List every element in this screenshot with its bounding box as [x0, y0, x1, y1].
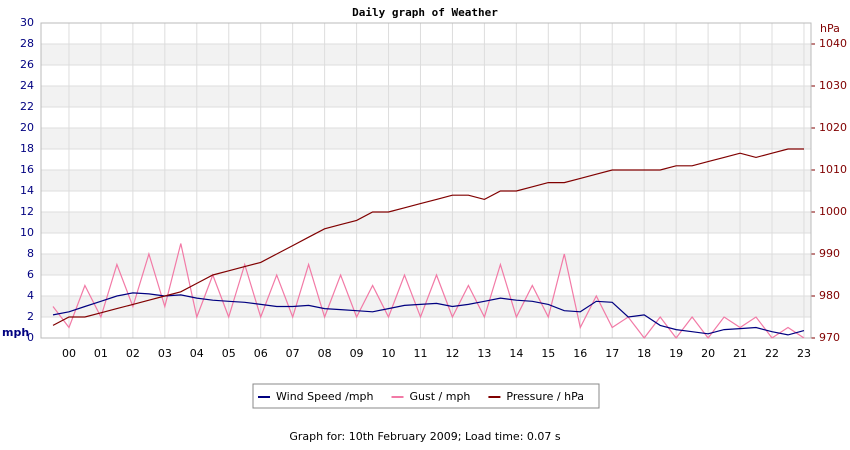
y-tick-label: 2	[27, 310, 34, 323]
grid-band	[41, 212, 811, 233]
x-tick-label: 13	[477, 347, 491, 360]
x-tick-label: 06	[254, 347, 268, 360]
y2-tick-label: 1040	[819, 37, 847, 50]
y-tick-label: 6	[27, 268, 34, 281]
y-tick-label: 12	[20, 205, 34, 218]
grid-band	[41, 128, 811, 149]
x-tick-label: 11	[413, 347, 427, 360]
y-tick-label: 10	[20, 226, 34, 239]
x-tick-label: 09	[350, 347, 364, 360]
plot-frame	[40, 22, 812, 339]
y2-tick-label: 990	[819, 247, 840, 260]
y-tick-label: 20	[20, 121, 34, 134]
grid-band	[41, 86, 811, 107]
x-tick-label: 08	[318, 347, 332, 360]
x-tick-label: 20	[701, 347, 715, 360]
x-tick-label: 02	[126, 347, 140, 360]
x-tick-label: 05	[222, 347, 236, 360]
x-tick-label: 04	[190, 347, 204, 360]
x-tick-label: 01	[94, 347, 108, 360]
x-tick-label: 16	[573, 347, 587, 360]
y-tick-label: 0	[27, 331, 34, 344]
x-tick-label: 00	[62, 347, 76, 360]
y-tick-label: 26	[20, 58, 34, 71]
x-tick-label: 18	[637, 347, 651, 360]
y-tick-label: 24	[20, 79, 34, 92]
y-tick-label: 30	[20, 16, 34, 29]
y2-axis-label: hPa	[820, 22, 840, 35]
x-tick-label: 03	[158, 347, 172, 360]
y2-tick-label: 1030	[819, 79, 847, 92]
x-tick-label: 23	[797, 347, 811, 360]
grid-band	[41, 170, 811, 191]
y-tick-label: 16	[20, 163, 34, 176]
x-tick-label: 21	[733, 347, 747, 360]
y-tick-label: 14	[20, 184, 34, 197]
footer: Graph for: 10th February 2009; Load time…	[289, 430, 561, 443]
grid-band	[41, 44, 811, 65]
y2-tick-label: 1000	[819, 205, 847, 218]
y-tick-label: 4	[27, 289, 34, 302]
x-tick-label: 19	[669, 347, 683, 360]
y-tick-label: 28	[20, 37, 34, 50]
y2-tick-label: 980	[819, 289, 840, 302]
y-tick-label: 8	[27, 247, 34, 260]
y2-tick-label: 1010	[819, 163, 847, 176]
series-line	[52, 243, 805, 339]
x-tick-label: 22	[765, 347, 779, 360]
chart-title: Daily graph of Weather	[352, 6, 498, 19]
x-tick-label: 15	[541, 347, 555, 360]
plot-area	[41, 22, 811, 339]
x-tick-label: 12	[445, 347, 459, 360]
series-line	[52, 148, 804, 326]
series-line	[52, 292, 805, 336]
legend-label: Wind Speed /mph	[276, 390, 374, 403]
y-axis-label: mph	[2, 326, 29, 339]
y2-tick-label: 970	[819, 331, 840, 344]
y-tick-label: 18	[20, 142, 34, 155]
legend-label: Gust / mph	[410, 390, 471, 403]
y2-tick-label: 1020	[819, 121, 847, 134]
y-tick-label: 22	[20, 100, 34, 113]
grid-band	[41, 254, 811, 275]
legend-box	[252, 383, 600, 409]
legend-label: Pressure / hPa	[506, 390, 584, 403]
x-tick-label: 14	[509, 347, 523, 360]
x-tick-label: 17	[605, 347, 619, 360]
x-tick-label: 10	[382, 347, 396, 360]
x-tick-label: 07	[286, 347, 300, 360]
grid-band	[41, 296, 811, 317]
